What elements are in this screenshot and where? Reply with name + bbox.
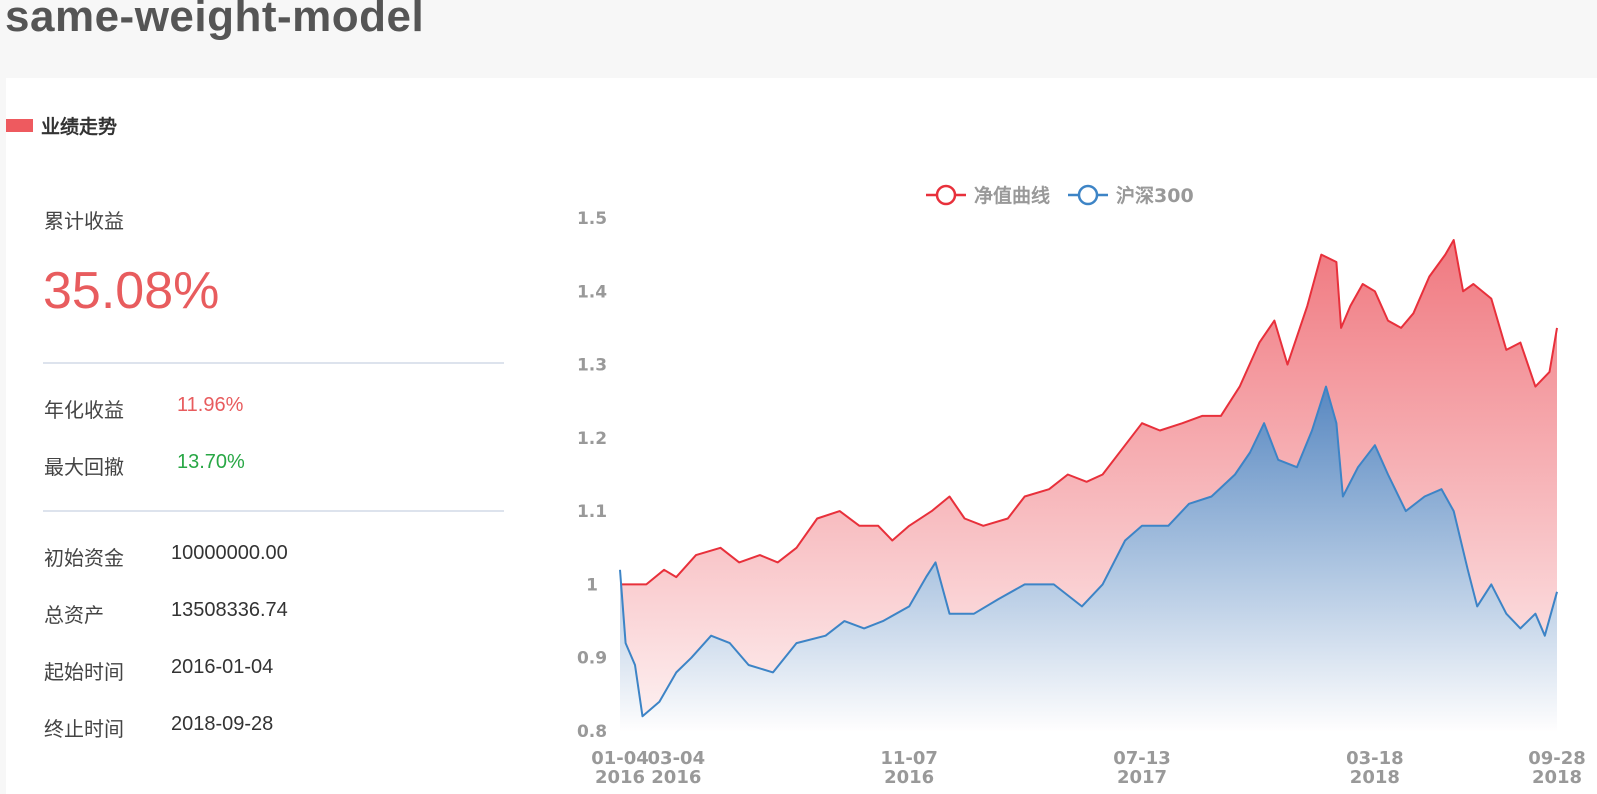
end-date-value: 2018-09-28 [171,713,274,735]
y-tick-label: 1.3 [577,356,607,376]
start-date-value: 2016-01-04 [171,656,274,678]
page-title: same-weight-model [5,0,425,41]
legend-circle-icon [935,184,957,206]
max-drawdown-value: 13.70% [177,451,245,473]
x-tick-label: 09-28 [1528,748,1586,769]
x-tick-year: 2018 [1350,767,1400,788]
initial-capital-value: 10000000.00 [171,542,288,564]
section-accent-bar [6,118,33,132]
divider [43,510,504,512]
max-drawdown-label: 最大回撤 [44,455,124,479]
legend-item-benchmark-series[interactable]: 沪深300 [1068,184,1194,207]
section-title: 业绩走势 [41,115,118,138]
x-tick-year: 2016 [651,767,701,788]
y-tick-label: 0.9 [577,649,607,669]
y-tick-label: 1.5 [577,209,607,229]
annual-return-label: 年化收益 [44,398,124,422]
y-tick-label: 1 [586,575,598,595]
x-tick-label: 11-07 [880,748,938,769]
legend-circle-icon [1077,184,1099,206]
y-tick-label: 1.2 [577,429,607,449]
net-value-series-line [620,239,1558,586]
legend-label: 沪深300 [1116,184,1194,207]
x-tick-year: 2016 [884,767,934,788]
total-assets-value: 13508336.74 [171,599,288,621]
x-tick-year: 2016 [595,767,645,788]
cumulative-return-value: 35.08% [43,262,220,320]
divider [43,362,504,364]
x-tick-label: 03-04 [648,748,706,769]
y-tick-label: 1.4 [577,282,607,302]
total-assets-label: 总资产 [44,603,104,627]
legend-item-net-value-series[interactable]: 净值曲线 [926,184,1050,207]
y-axis: 1.5 1.4 1.3 1.2 1.1 1 0.9 0.8 [577,209,607,742]
x-tick-label: 01-04 [591,748,649,769]
cumulative-return-label: 累计收益 [44,209,124,233]
end-date-label: 终止时间 [44,717,124,741]
x-tick-label: 07-13 [1113,748,1171,769]
benchmark-series-area [620,386,1557,731]
y-tick-label: 1.1 [577,502,607,522]
chart-legend[interactable]: 净值曲线 沪深300 [926,184,1194,207]
legend-label: 净值曲线 [974,184,1050,207]
x-tick-year: 2018 [1532,767,1582,788]
chart-areas [619,239,1558,731]
benchmark-series-line [619,385,1558,718]
x-tick-label: 03-18 [1346,748,1404,769]
x-tick-year: 2017 [1117,767,1167,788]
section-header: 业绩走势 [6,112,117,138]
x-axis: 01-04201603-04201611-07201607-13201703-1… [591,748,1586,788]
initial-capital-label: 初始资金 [44,546,124,570]
y-tick-label: 0.8 [577,722,607,742]
start-date-label: 起始时间 [44,660,124,684]
annual-return-value: 11.96% [177,394,244,416]
